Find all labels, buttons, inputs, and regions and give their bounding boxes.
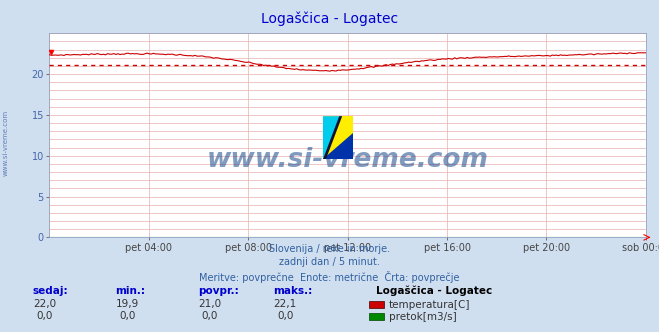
Text: www.si-vreme.com: www.si-vreme.com bbox=[2, 110, 9, 176]
Text: 0,0: 0,0 bbox=[277, 311, 293, 321]
Polygon shape bbox=[323, 133, 353, 159]
Text: povpr.:: povpr.: bbox=[198, 286, 239, 296]
Text: 0,0: 0,0 bbox=[37, 311, 53, 321]
Text: maks.:: maks.: bbox=[273, 286, 313, 296]
Text: Logaščica - Logatec: Logaščica - Logatec bbox=[261, 12, 398, 26]
Text: sedaj:: sedaj: bbox=[33, 286, 69, 296]
Text: pretok[m3/s]: pretok[m3/s] bbox=[389, 312, 457, 322]
Text: min.:: min.: bbox=[115, 286, 146, 296]
Text: Slovenija / reke in morje.: Slovenija / reke in morje. bbox=[269, 244, 390, 254]
Text: temperatura[C]: temperatura[C] bbox=[389, 300, 471, 310]
Text: www.si-vreme.com: www.si-vreme.com bbox=[207, 147, 488, 173]
Text: 21,0: 21,0 bbox=[198, 299, 221, 309]
Text: Logaščica - Logatec: Logaščica - Logatec bbox=[376, 285, 492, 296]
Polygon shape bbox=[323, 116, 341, 159]
Text: zadnji dan / 5 minut.: zadnji dan / 5 minut. bbox=[279, 257, 380, 267]
Text: Meritve: povprečne  Enote: metrične  Črta: povprečje: Meritve: povprečne Enote: metrične Črta:… bbox=[199, 271, 460, 283]
Text: 22,0: 22,0 bbox=[33, 299, 57, 309]
Text: 0,0: 0,0 bbox=[119, 311, 135, 321]
Text: 22,1: 22,1 bbox=[273, 299, 297, 309]
Polygon shape bbox=[323, 116, 342, 159]
Text: 0,0: 0,0 bbox=[202, 311, 217, 321]
Text: 19,9: 19,9 bbox=[115, 299, 139, 309]
